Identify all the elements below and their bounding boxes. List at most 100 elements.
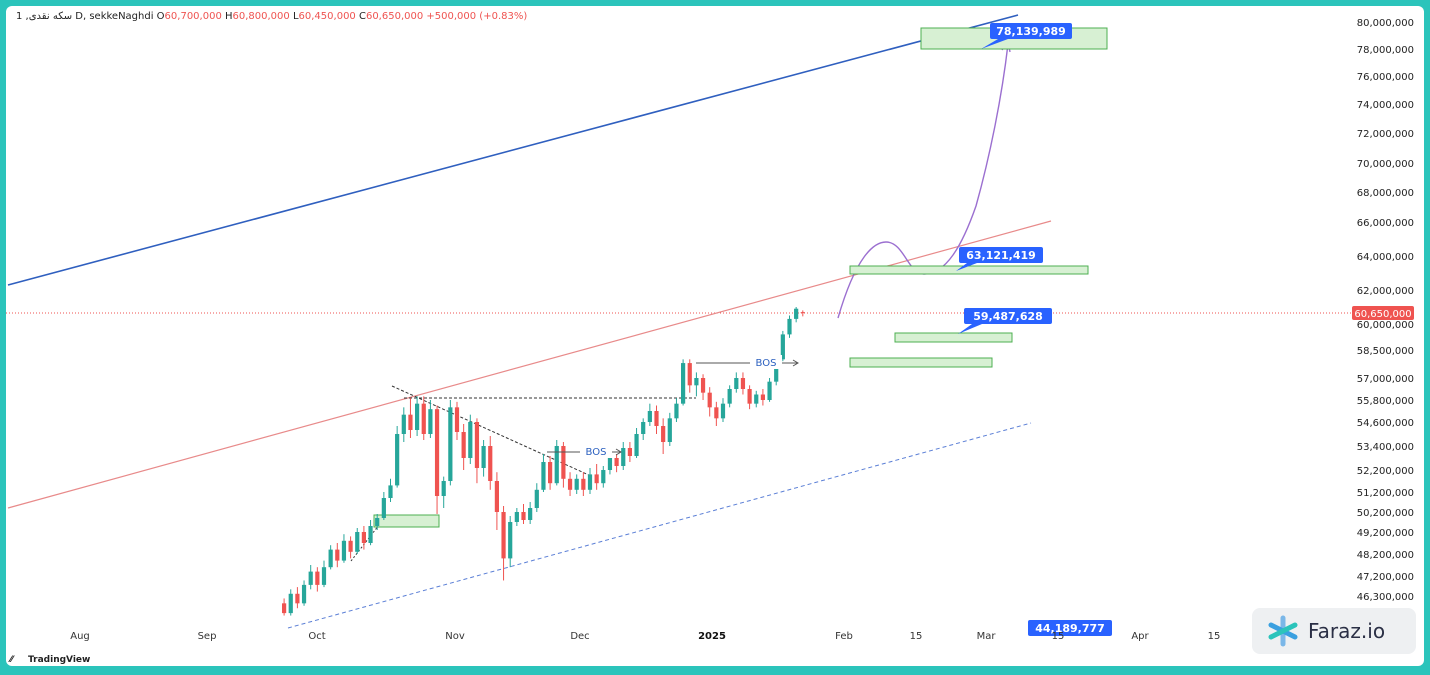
legend-ohlc-value: 60,800,000 — [233, 11, 293, 22]
bos-arrowhead — [792, 359, 799, 367]
candle-body — [408, 414, 413, 430]
y-tick-label: 47,200,000 — [1357, 572, 1414, 583]
upper-channel-line — [7, 14, 1019, 286]
candle-body — [315, 571, 320, 585]
candle-body — [468, 422, 473, 458]
y-tick-label: 46,300,000 — [1357, 592, 1414, 603]
candle-body — [714, 407, 719, 419]
y-tick-label: 52,200,000 — [1357, 466, 1414, 477]
bos-label: BOS — [586, 447, 607, 458]
y-tick-label: 58,500,000 — [1357, 346, 1414, 357]
legend-symbol: 1 ,سکه نقدی D, sekkeNaghdi — [16, 11, 157, 22]
legend-ohlc-label: O — [157, 11, 165, 22]
candle-body — [541, 462, 546, 490]
y-tick-label: 76,000,000 — [1357, 72, 1414, 83]
x-tick-label: 15 — [910, 631, 923, 642]
candle-body — [528, 508, 533, 520]
candle-body — [428, 409, 433, 434]
candle-body — [674, 403, 679, 419]
candle-body — [794, 308, 799, 319]
candle-body — [747, 389, 752, 404]
y-tick-label: 74,000,000 — [1357, 100, 1414, 111]
y-tick-label: 70,000,000 — [1357, 159, 1414, 170]
faraz-logo-text: Faraz.io — [1308, 619, 1386, 643]
x-tick-label: 2025 — [698, 631, 726, 642]
candle-body — [767, 381, 772, 400]
candle-body — [308, 571, 313, 585]
candle-body — [481, 446, 486, 468]
target-zone — [894, 332, 1013, 343]
svg-text:⁄⁄: ⁄⁄ — [8, 655, 16, 665]
candle-body — [508, 522, 513, 559]
candle-body — [534, 489, 539, 508]
candle-body — [454, 407, 460, 432]
candle-body — [295, 593, 300, 604]
candle-body — [667, 418, 672, 442]
candle-body — [361, 532, 366, 543]
candle-body — [395, 434, 400, 486]
candle-body — [687, 363, 692, 386]
y-tick-label: 60,000,000 — [1357, 320, 1414, 331]
y-tick-label: 49,200,000 — [1357, 528, 1414, 539]
y-tick-label: 72,000,000 — [1357, 129, 1414, 140]
last-price-label: 60,650,000 — [1354, 309, 1411, 320]
y-tick-label: 62,000,000 — [1357, 286, 1414, 297]
x-tick-label: Sep — [198, 631, 217, 642]
x-tick-label: Apr — [1131, 631, 1149, 642]
y-tick-label: 57,000,000 — [1357, 374, 1414, 385]
candle-body — [494, 481, 499, 512]
price-chart[interactable]: BOS BOS 78,139,989 63,121,419 59,487,628 44,… — [6, 6, 1424, 666]
projection-path — [837, 43, 1009, 319]
candle-body — [368, 526, 373, 543]
candle-body — [288, 593, 293, 614]
last-price-badge — [1352, 305, 1414, 320]
legend-ohlc-label: C — [359, 11, 366, 22]
legend-ohlc-value: 60,700,000 — [165, 11, 225, 22]
price-callout-pointer — [981, 39, 1008, 49]
candle-body — [441, 481, 446, 496]
candle-body — [774, 359, 779, 382]
bos-label-bg — [580, 444, 612, 458]
price-callout-box — [990, 23, 1072, 39]
y-tick-label: 66,000,000 — [1357, 218, 1414, 229]
y-tick-label: 53,400,000 — [1357, 442, 1414, 453]
candle-body — [760, 394, 765, 400]
candle-body — [594, 474, 599, 484]
symbol-legend: 1 ,سکه نقدی D, sekkeNaghdi O60,700,000 H… — [16, 11, 527, 22]
candle-body — [514, 512, 519, 522]
candle-body — [607, 458, 613, 470]
candle-body — [720, 403, 726, 419]
candle-body — [341, 540, 347, 561]
candle-body — [634, 434, 639, 456]
candle-body — [415, 403, 420, 430]
candle-body — [641, 422, 646, 434]
bos-label-bg — [750, 355, 782, 369]
candle-body — [421, 403, 426, 434]
candle-body — [574, 478, 579, 490]
chart-frame: BOS BOS 78,139,989 63,121,419 59,487,628 44,… — [6, 6, 1424, 666]
price-callout-pointer — [956, 263, 977, 271]
bos-label: BOS — [756, 358, 777, 369]
candle-body — [401, 414, 406, 434]
candle-body — [567, 478, 573, 490]
faraz-logo-icon — [1268, 615, 1298, 647]
candle-body — [787, 318, 792, 335]
price-callout-label: 63,121,419 — [966, 249, 1036, 262]
candle-body — [627, 448, 632, 456]
candle-body — [521, 512, 526, 520]
legend-ohlc-label: L — [293, 11, 299, 22]
candle-body — [434, 409, 440, 496]
candle-body — [780, 334, 785, 360]
x-tick-label: 15 — [1052, 631, 1065, 642]
candle-body — [375, 518, 380, 526]
candle-body — [707, 392, 712, 408]
legend-change: +500,000 (+0.83%) — [426, 11, 527, 22]
price-callout-label: 44,189,777 — [1035, 622, 1105, 635]
candle-body — [561, 446, 566, 479]
x-tick-label: Nov — [445, 631, 465, 642]
candle-body — [335, 549, 340, 561]
y-tick-label: 51,200,000 — [1357, 488, 1414, 499]
legend-ohlc-value: 60,650,000 — [366, 11, 426, 22]
candle-body — [734, 378, 739, 389]
y-tick-label: 78,000,000 — [1357, 45, 1414, 56]
